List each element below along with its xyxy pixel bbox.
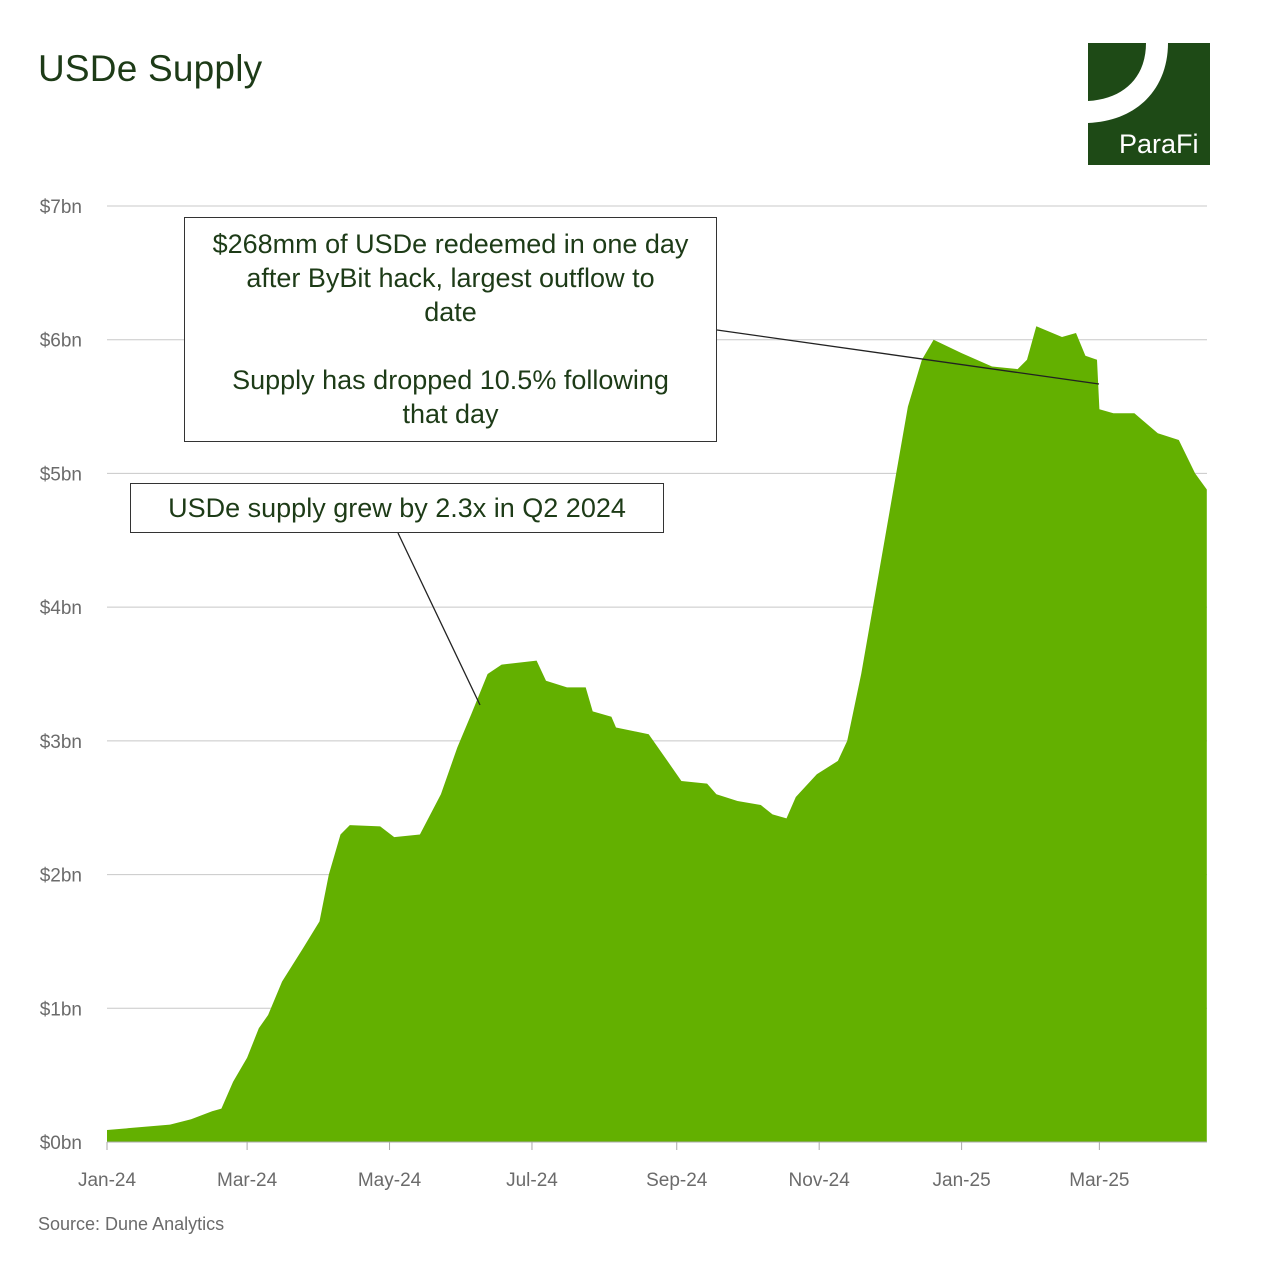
annotation-text: after ByBit hack, largest outflow to xyxy=(246,263,655,293)
y-tick-label: $6bn xyxy=(40,331,82,352)
annotation-bybit-hack: $268mm of USDe redeemed in one day after… xyxy=(184,217,717,442)
y-tick-label: $3bn xyxy=(40,732,82,753)
logo-text: ParaFi xyxy=(1119,129,1199,159)
annotation-text: Supply has dropped 10.5% following xyxy=(232,365,669,395)
y-tick-label: $7bn xyxy=(40,197,82,218)
annotation-text: that day xyxy=(402,399,499,429)
annotation-leader-2 xyxy=(397,532,481,706)
x-tick-label: Sep-24 xyxy=(646,1170,708,1191)
x-tick-label: Jan-25 xyxy=(933,1170,991,1191)
x-tick-label: Mar-25 xyxy=(1069,1170,1129,1191)
y-tick-label: $0bn xyxy=(40,1133,82,1154)
annotation-q2-growth: USDe supply grew by 2.3x in Q2 2024 xyxy=(130,483,664,533)
annotation-text: $268mm of USDe redeemed in one day xyxy=(212,229,689,259)
x-tick-label: May-24 xyxy=(358,1170,422,1191)
x-tick-label: Nov-24 xyxy=(789,1170,851,1191)
y-tick-label: $2bn xyxy=(40,866,82,887)
y-tick-label: $1bn xyxy=(40,999,82,1020)
y-tick-label: $5bn xyxy=(40,464,82,485)
annotation-text: USDe supply grew by 2.3x in Q2 2024 xyxy=(168,493,626,523)
x-tick-label: Jul-24 xyxy=(506,1170,558,1191)
supply-area xyxy=(107,326,1207,1142)
parafi-logo: ParaFi xyxy=(1088,43,1210,165)
chart-title: USDe Supply xyxy=(38,48,263,89)
annotation-leader-1 xyxy=(716,329,1100,385)
x-tick-label: Mar-24 xyxy=(217,1170,278,1191)
x-tick-label: Jan-24 xyxy=(78,1170,137,1191)
y-tick-label: $4bn xyxy=(40,598,82,619)
source-note: Source: Dune Analytics xyxy=(38,1214,225,1234)
annotation-text: date xyxy=(424,297,477,327)
